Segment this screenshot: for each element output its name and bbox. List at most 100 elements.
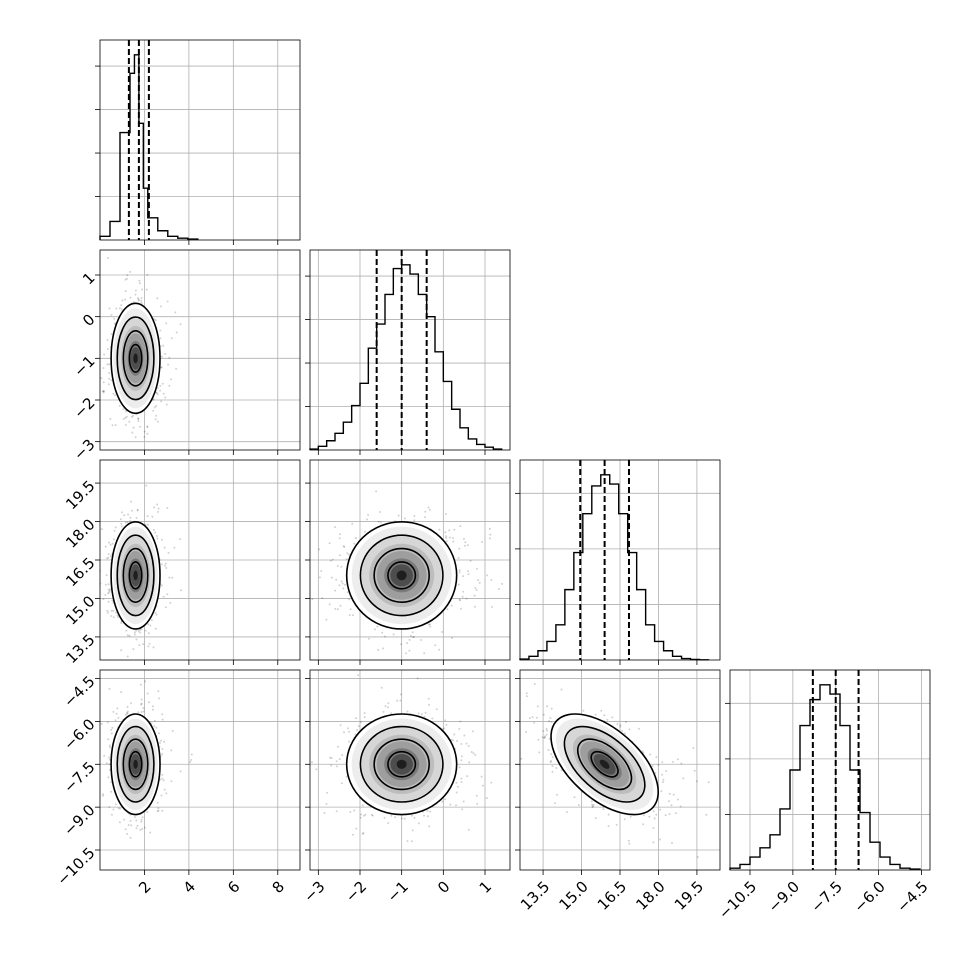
scatter-point bbox=[451, 739, 454, 742]
scatter-point bbox=[311, 598, 314, 601]
scatter-point bbox=[410, 840, 413, 843]
scatter-point bbox=[337, 745, 339, 748]
scatter-point bbox=[148, 642, 151, 645]
histogram-panel-p2 bbox=[515, 459, 721, 665]
scatter-point bbox=[543, 735, 546, 738]
scatter-point bbox=[351, 614, 354, 617]
scatter-point bbox=[399, 699, 402, 702]
y-tick-label: −4.5 bbox=[60, 672, 98, 710]
scatter-point bbox=[141, 827, 144, 830]
scatter-point bbox=[120, 522, 123, 525]
axes-frame bbox=[729, 669, 931, 871]
scatter-point bbox=[137, 419, 140, 422]
axes-frame bbox=[309, 669, 511, 871]
scatter-point bbox=[348, 614, 351, 617]
scatter-point bbox=[160, 355, 163, 358]
scatter-point bbox=[137, 630, 140, 633]
scatter-point bbox=[462, 590, 465, 593]
scatter-point bbox=[390, 814, 393, 817]
scatter-point bbox=[455, 791, 458, 794]
scatter-point bbox=[692, 746, 695, 749]
scatter-point bbox=[652, 827, 655, 829]
scatter-point bbox=[105, 762, 108, 765]
scatter-point bbox=[424, 510, 427, 513]
scatter-point bbox=[659, 808, 662, 811]
scatter-point bbox=[642, 814, 645, 817]
scatter-point bbox=[108, 687, 111, 690]
scatter-point bbox=[607, 825, 610, 828]
scatter-point bbox=[170, 337, 173, 340]
scatter-point bbox=[339, 604, 342, 607]
x-tick-label: 0 bbox=[434, 878, 453, 897]
scatter-point bbox=[153, 406, 156, 409]
scatter-point bbox=[161, 713, 164, 716]
scatter-point bbox=[119, 807, 122, 810]
scatter-point bbox=[652, 810, 655, 813]
scatter-point bbox=[390, 712, 393, 715]
scatter-point bbox=[424, 711, 427, 714]
scatter-point bbox=[101, 390, 104, 393]
scatter-point bbox=[465, 742, 468, 745]
scatter-point bbox=[111, 542, 114, 545]
scatter-point bbox=[450, 604, 453, 607]
scatter-point bbox=[655, 813, 658, 816]
scatter-panel-p2-p3: 13.5 15.0 16.5 18.0 19.5 bbox=[515, 669, 721, 914]
scatter-point bbox=[301, 752, 303, 754]
scatter-point bbox=[485, 797, 488, 800]
scatter-point bbox=[549, 761, 552, 764]
scatter-point bbox=[152, 528, 155, 531]
scatter-point bbox=[546, 729, 549, 732]
scatter-point bbox=[520, 757, 523, 760]
scatter-point bbox=[429, 625, 432, 628]
scatter-point bbox=[143, 430, 146, 433]
scatter-point bbox=[566, 811, 568, 814]
scatter-point bbox=[371, 814, 374, 817]
scatter-point bbox=[329, 559, 332, 562]
scatter-point bbox=[619, 725, 622, 728]
scatter-point bbox=[417, 822, 420, 825]
scatter-point bbox=[107, 588, 110, 591]
scatter-point bbox=[134, 293, 137, 296]
scatter-point bbox=[409, 634, 412, 637]
scatter-point bbox=[116, 707, 119, 710]
scatter-point bbox=[132, 648, 135, 651]
scatter-point bbox=[351, 522, 354, 525]
scatter-point bbox=[126, 521, 129, 524]
scatter-point bbox=[359, 721, 362, 724]
scatter-point bbox=[107, 556, 110, 559]
scatter-point bbox=[128, 635, 131, 637]
scatter-point bbox=[652, 841, 655, 844]
scatter-point bbox=[98, 377, 100, 379]
scatter-point bbox=[124, 298, 126, 301]
scatter-point bbox=[114, 719, 117, 722]
contour-line bbox=[359, 534, 444, 617]
scatter-point bbox=[108, 744, 111, 747]
scatter-point bbox=[347, 553, 350, 556]
contour-line bbox=[373, 547, 430, 603]
scatter-point bbox=[423, 715, 426, 718]
scatter-point bbox=[162, 392, 165, 395]
scatter-point bbox=[340, 782, 343, 785]
scatter-point bbox=[109, 588, 112, 591]
scatter-point bbox=[161, 753, 164, 756]
scatter-point bbox=[345, 558, 348, 561]
scatter-point bbox=[416, 677, 419, 680]
scatter-point bbox=[642, 823, 645, 826]
scatter-point bbox=[381, 631, 384, 634]
scatter-point bbox=[325, 803, 328, 805]
scatter-point bbox=[379, 521, 382, 524]
scatter-point bbox=[383, 816, 386, 819]
scatter-point bbox=[102, 391, 105, 394]
scatter-point bbox=[156, 297, 159, 300]
scatter-point bbox=[108, 763, 111, 766]
scatter-point bbox=[373, 628, 376, 631]
y-tick-label: −2 bbox=[70, 394, 98, 422]
scatter-point bbox=[135, 629, 138, 632]
scatter-point bbox=[464, 541, 467, 544]
scatter-point bbox=[444, 798, 446, 801]
contour-line bbox=[577, 738, 633, 791]
scatter-point bbox=[139, 683, 142, 686]
scatter-point bbox=[380, 686, 383, 689]
scatter-point bbox=[108, 769, 111, 771]
scatter-point bbox=[118, 821, 121, 824]
